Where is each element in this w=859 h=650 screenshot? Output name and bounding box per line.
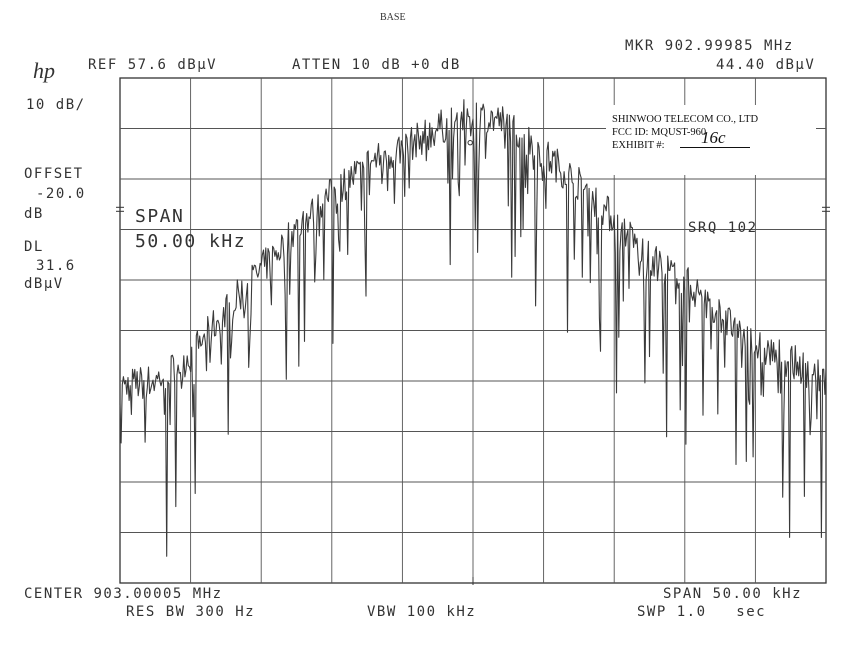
srq-label: SRQ 102 bbox=[688, 220, 758, 236]
scale-per-div: 10 dB/ bbox=[26, 97, 86, 113]
stamp-company: SHINWOO TELECOM CO., LTD bbox=[612, 114, 759, 125]
display-line-unit: dBµV bbox=[24, 276, 64, 292]
footer-span: SPAN 50.00 kHz bbox=[663, 586, 803, 602]
stamp-underline bbox=[680, 147, 750, 148]
sweep-time: SWP 1.0 sec bbox=[637, 604, 767, 620]
stamp-exhibit-value: 16c bbox=[701, 128, 726, 147]
display-line-label: DL bbox=[24, 239, 44, 255]
base-label: BASE bbox=[380, 12, 406, 23]
hp-logo: hp bbox=[33, 58, 55, 83]
marker-level: 44.40 dBµV bbox=[716, 57, 816, 73]
spectrum-trace bbox=[119, 99, 827, 557]
attenuation: ATTEN 10 dB +0 dB bbox=[292, 57, 461, 73]
screen-span-label: SPAN bbox=[135, 206, 185, 227]
offset-label: OFFSET bbox=[24, 166, 84, 182]
stamp-exhibit-label: EXHIBIT #: bbox=[612, 140, 665, 151]
offset-unit: dB bbox=[24, 206, 44, 222]
stamp-fcc-id: FCC ID: MQUST-960 bbox=[612, 127, 707, 138]
display-line-value: 31.6 bbox=[36, 258, 76, 274]
offset-value: -20.0 bbox=[36, 186, 86, 202]
resolution-bandwidth: RES BW 300 Hz bbox=[126, 604, 256, 620]
spectrum-trace-line bbox=[119, 99, 827, 557]
video-bandwidth: VBW 100 kHz bbox=[367, 604, 477, 620]
center-frequency: CENTER 903.00005 MHz bbox=[24, 586, 223, 602]
marker-frequency: MKR 902.99985 MHz bbox=[625, 38, 794, 54]
screen-span-value: 50.00 kHz bbox=[135, 231, 247, 252]
exhibit-stamp: SHINWOO TELECOM CO., LTD FCC ID: MQUST-9… bbox=[606, 105, 816, 175]
marker-point bbox=[467, 139, 473, 146]
ref-level: REF 57.6 dBµV bbox=[88, 57, 218, 73]
